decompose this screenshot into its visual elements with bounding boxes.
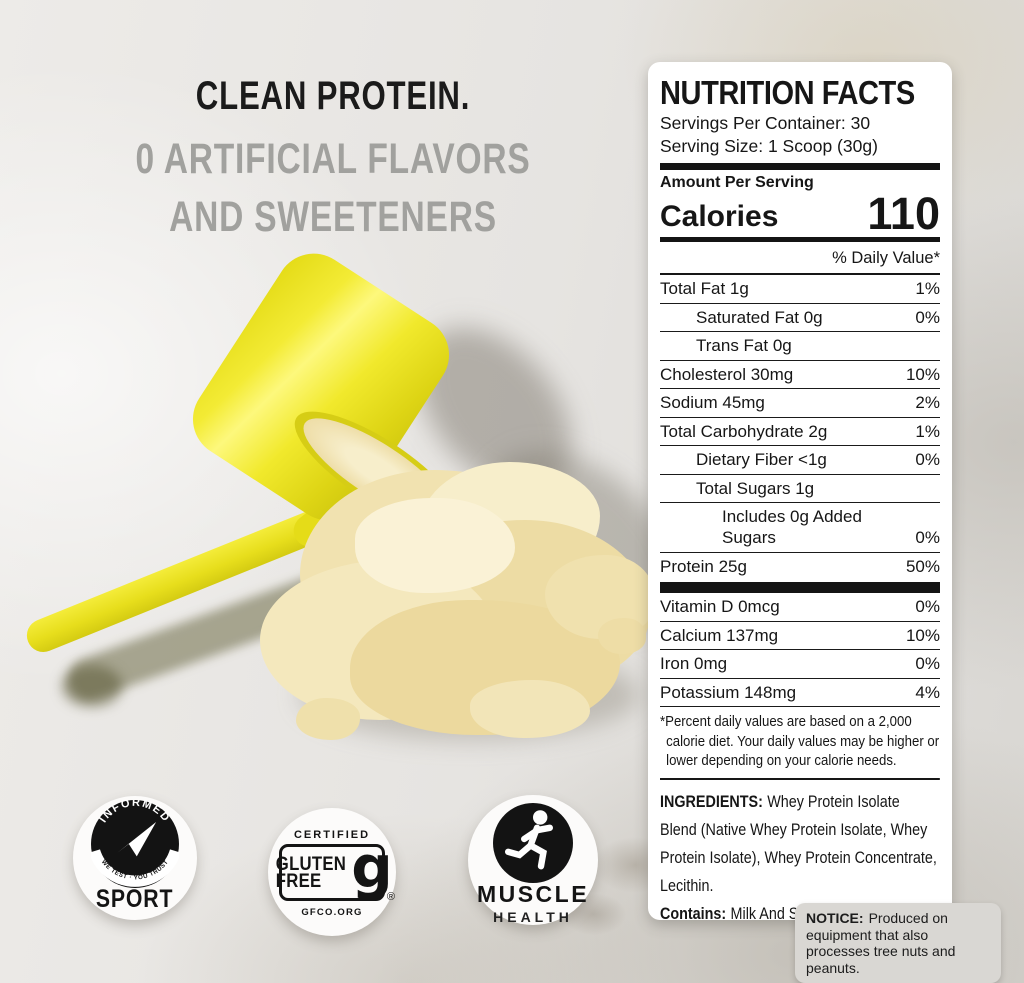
ingredients-label: INGREDIENTS: bbox=[660, 792, 763, 811]
divider-thick bbox=[660, 163, 940, 170]
nutrient-row: Iron 0mg 0% bbox=[660, 650, 940, 679]
emblem-band bbox=[91, 849, 179, 887]
nutrient-row: Potassium 148mg 4% bbox=[660, 679, 940, 707]
nutrient-row: Trans Fat 0g bbox=[660, 332, 940, 361]
nutrient-row: Total Sugars 1g bbox=[660, 475, 940, 503]
divider-medium bbox=[660, 237, 940, 242]
nutrition-facts-panel: NUTRITION FACTS Servings Per Container: … bbox=[648, 62, 952, 923]
contains-text: Milk And Soy bbox=[730, 904, 814, 923]
nutrient-row: Calcium 137mg 10% bbox=[660, 622, 940, 650]
powder-crumb bbox=[598, 618, 646, 654]
headline-line2: 0 ARTIFICIAL FLAVORS AND SWEETENERS bbox=[135, 135, 531, 241]
nutrient-row: Vitamin D 0mcg 0% bbox=[660, 593, 940, 622]
headline-line1: CLEAN PROTEIN. bbox=[195, 74, 471, 118]
divider-heavy bbox=[660, 582, 940, 593]
nutrition-facts-title: NUTRITION FACTS bbox=[660, 74, 915, 111]
informed-sport-label: SPORT bbox=[96, 885, 174, 913]
gluten-free-certified-label: CERTIFIED bbox=[293, 829, 371, 841]
daily-value-header: % Daily Value* bbox=[660, 244, 940, 275]
runner-icon bbox=[493, 803, 573, 883]
nutrient-row: Dietary Fiber <1g 0% bbox=[660, 446, 940, 475]
calories-row: Calories 110 bbox=[660, 188, 940, 239]
amount-per-serving-label: Amount Per Serving bbox=[660, 174, 814, 191]
ingredients-text: Whey Protein Isolate Blend (Native Whey … bbox=[660, 792, 937, 895]
gfco-org-label: GFCO.ORG bbox=[301, 907, 363, 918]
powder-crumb bbox=[296, 698, 360, 740]
arrow-dart-icon bbox=[117, 822, 157, 857]
contains-label: Contains: bbox=[660, 904, 727, 923]
badge-gluten-free: CERTIFIED GLUTEN FREE g ® GFCO.ORG bbox=[268, 808, 396, 936]
gluten-free-line2: FREE bbox=[276, 870, 322, 892]
muscle-health-line1: MUSCLE bbox=[476, 881, 590, 907]
gluten-free-line1: GLUTEN bbox=[276, 853, 347, 875]
powder-blob bbox=[355, 498, 515, 593]
nutrient-row: Total Fat 1g 1% bbox=[660, 275, 940, 304]
nutrient-row: Protein 25g 50% bbox=[660, 556, 940, 576]
informed-sport-emblem: INFORMED WE TEST · YOU TRUST bbox=[91, 800, 179, 888]
nutrient-row: Saturated Fat 0g 0% bbox=[660, 304, 940, 332]
serving-size: Serving Size: 1 Scoop (30g) bbox=[660, 136, 878, 156]
notice-text: Produced on equipment that also processe… bbox=[806, 910, 956, 976]
gluten-free-words: GLUTEN FREE bbox=[276, 853, 347, 892]
nutrient-row: Sodium 45mg 2% bbox=[660, 389, 940, 418]
notice-label: NOTICE: bbox=[806, 910, 864, 926]
contains-line: Contains: Milk And Soy bbox=[660, 900, 940, 928]
badge-muscle-health: MUSCLE HEALTH bbox=[468, 795, 598, 925]
badge-informed-sport: INFORMED WE TEST · YOU TRUST SPORT bbox=[73, 796, 197, 920]
gluten-free-box: GLUTEN FREE g ® bbox=[276, 838, 395, 904]
ingredients-block: INGREDIENTS: Whey Protein Isolate Blend (… bbox=[660, 788, 940, 928]
calories-value: 110 bbox=[867, 188, 940, 239]
headline: CLEAN PROTEIN. 0 ARTIFICIAL FLAVORS AND … bbox=[99, 74, 567, 246]
calories-label: Calories bbox=[660, 200, 779, 233]
nutrient-row: Total Carbohydrate 2g 1% bbox=[660, 418, 940, 446]
gfco-g-icon: g bbox=[351, 832, 393, 901]
daily-value-footnote: *Percent daily values are based on a 2,0… bbox=[660, 707, 940, 780]
muscle-health-line2: HEALTH bbox=[493, 909, 573, 925]
servings-per-container: Servings Per Container: 30 bbox=[660, 113, 871, 133]
allergen-notice: NOTICE: Produced on equipment that also p… bbox=[795, 903, 1001, 983]
registered-mark: ® bbox=[386, 891, 395, 903]
nutrient-row: Includes 0g Added Sugars 0% bbox=[660, 503, 940, 553]
scoop-handle-shadow bbox=[62, 665, 122, 707]
nutrient-row: Cholesterol 30mg 10% bbox=[660, 361, 940, 389]
powder-crumb bbox=[470, 680, 590, 738]
